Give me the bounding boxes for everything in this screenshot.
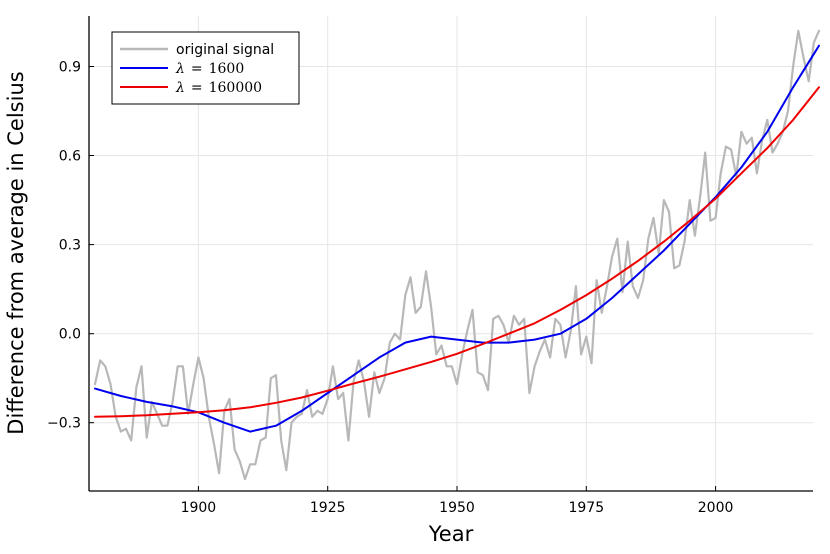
x-tick-label: 1900 <box>181 500 217 516</box>
legend-label-lambda-160000: λ = 160000 <box>175 80 262 96</box>
x-tick-label: 2000 <box>698 500 734 516</box>
x-tick-label: 1925 <box>310 500 346 516</box>
y-tick-label: −0.3 <box>47 416 81 432</box>
x-tick-label: 1950 <box>439 500 475 516</box>
legend-lambda-symbol: λ <box>175 61 185 77</box>
legend-value: 1600 <box>209 61 245 77</box>
legend: original signal λ = 1600 λ = 160000 <box>111 31 300 105</box>
y-tick-label: 0.6 <box>59 149 81 165</box>
series-group <box>93 29 821 481</box>
series-lambda-1600 <box>94 44 820 433</box>
y-tick-label: 0.9 <box>59 60 81 76</box>
legend-equals: = <box>191 80 203 96</box>
series-lambda-160000 <box>94 86 820 418</box>
legend-label-original: original signal <box>176 42 274 58</box>
series-original-signal <box>93 29 821 481</box>
y-ticks: −0.3 0.0 0.3 0.6 0.9 <box>47 60 94 432</box>
y-axis-label: Difference from average in Celsius <box>4 71 28 434</box>
x-tick-label: 1975 <box>568 500 604 516</box>
x-ticks: 1900 1925 1950 1975 2000 <box>181 486 734 516</box>
y-tick-label: 0.3 <box>59 238 81 254</box>
legend-value: 160000 <box>209 80 262 96</box>
axes <box>88 16 813 492</box>
x-axis-label: Year <box>428 522 474 546</box>
legend-lambda-symbol: λ <box>175 80 185 96</box>
legend-equals: = <box>191 61 203 77</box>
legend-label-lambda-1600: λ = 1600 <box>175 61 244 77</box>
y-tick-label: 0.0 <box>59 327 81 343</box>
